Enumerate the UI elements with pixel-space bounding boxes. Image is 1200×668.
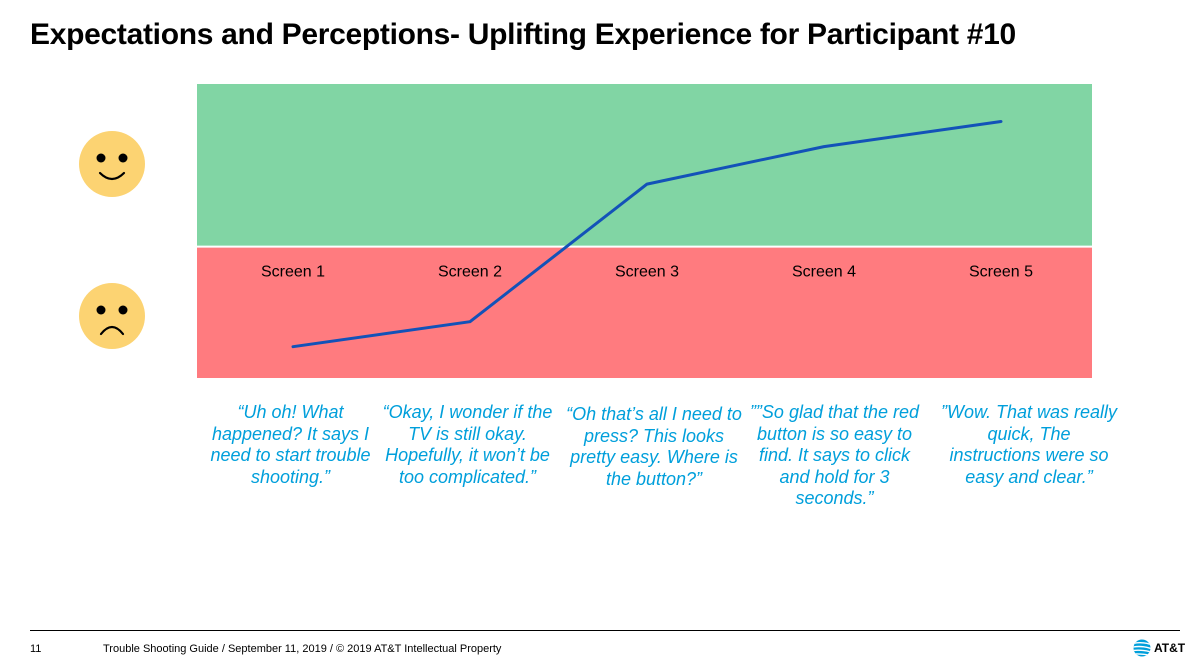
att-globe-icon: [1133, 639, 1151, 657]
category-label: Screen 5: [969, 264, 1033, 281]
positive-zone: [197, 84, 1092, 247]
footer-divider: [30, 630, 1180, 631]
category-label: Screen 4: [792, 264, 856, 281]
quote-screen-4: ””So glad that the red button is so easy…: [749, 402, 920, 508]
att-logo-text: AT&T: [1154, 641, 1186, 655]
quote-screen-3: “Oh that’s all I need to press? This loo…: [566, 404, 742, 489]
att-logo: AT&T: [1133, 639, 1185, 657]
slide-title: Expectations and Perceptions- Uplifting …: [30, 18, 1016, 51]
negative-zone: [197, 246, 1092, 378]
sad-face-icon: [79, 283, 145, 349]
quote-screen-2: “Okay, I wonder if the TV is still okay.…: [382, 402, 553, 487]
experience-chart: Screen 1 Screen 2 Screen 3 Screen 4 Screen 5: [79, 84, 1092, 378]
category-label: Screen 2: [438, 264, 502, 281]
category-label: Screen 3: [615, 264, 679, 281]
happy-face-icon: [79, 131, 145, 197]
category-label: Screen 1: [261, 264, 325, 281]
footer-text: Trouble Shooting Guide / September 11, 2…: [103, 643, 502, 655]
quote-screen-5: ”Wow. That was really quick, The instruc…: [940, 402, 1118, 487]
series-line: [291, 120, 1003, 349]
quote-screen-1: “Uh oh! What happened? It says I need to…: [210, 402, 371, 487]
page-number: 11: [30, 643, 42, 655]
